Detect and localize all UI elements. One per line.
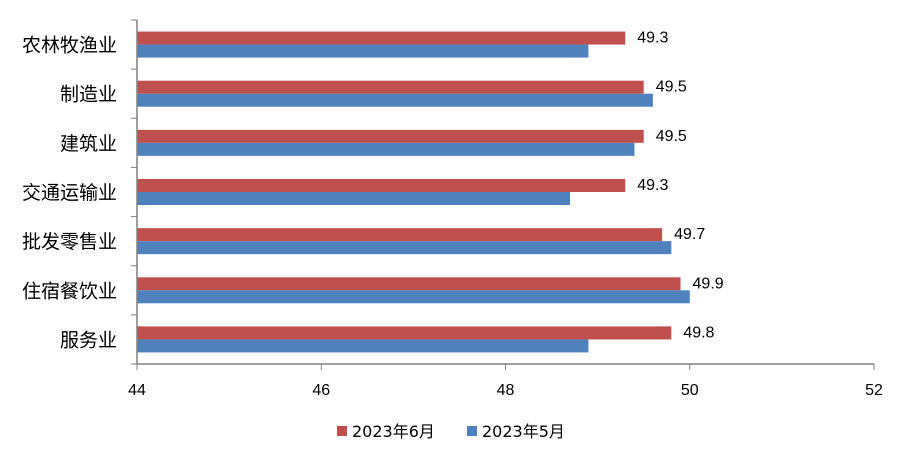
legend-swatch [337,426,347,436]
category-label: 建筑业 [60,133,117,155]
data-label: 49.3 [637,177,668,194]
category-label: 批发零售业 [22,231,117,253]
category-label: 交通运输业 [22,182,117,204]
x-tick-label: 50 [681,382,699,399]
bar-jun-2 [137,129,644,143]
legend: 2023年6月 2023年5月 [337,422,565,441]
bar-may-2 [137,142,635,156]
category-label: 服务业 [60,329,117,351]
data-label: 49.5 [656,128,687,145]
plot-area: 49.3 49.5 49.5 49.3 49.7 49.9 49.8 [137,30,724,353]
x-tick-label: 48 [497,382,515,399]
x-tick-label: 44 [128,382,146,399]
bar-may-0 [137,44,589,58]
bar-jun-6 [137,326,672,340]
category-label: 住宿餐饮业 [22,280,117,302]
legend-label: 2023年5月 [482,422,565,441]
bar-may-6 [137,339,589,353]
data-label: 49.5 [656,79,687,96]
data-label: 49.7 [674,226,705,243]
legend-swatch [467,426,477,436]
bar-may-5 [137,290,690,304]
bar-jun-4 [137,228,663,242]
bar-jun-1 [137,80,644,94]
data-label: 49.9 [693,275,724,292]
category-label: 农林牧渔业 [22,35,117,57]
x-tick-label: 52 [865,382,883,399]
data-label: 49.3 [637,30,668,47]
data-label: 49.8 [683,324,714,341]
category-label: 制造业 [60,84,117,106]
bar-may-1 [137,93,653,107]
bar-jun-0 [137,31,626,45]
x-tick-label: 46 [312,382,330,399]
bar-jun-5 [137,277,681,291]
legend-label: 2023年6月 [352,422,435,441]
bar-may-3 [137,192,570,205]
bar-jun-3 [137,179,626,192]
bar-may-4 [137,241,672,255]
